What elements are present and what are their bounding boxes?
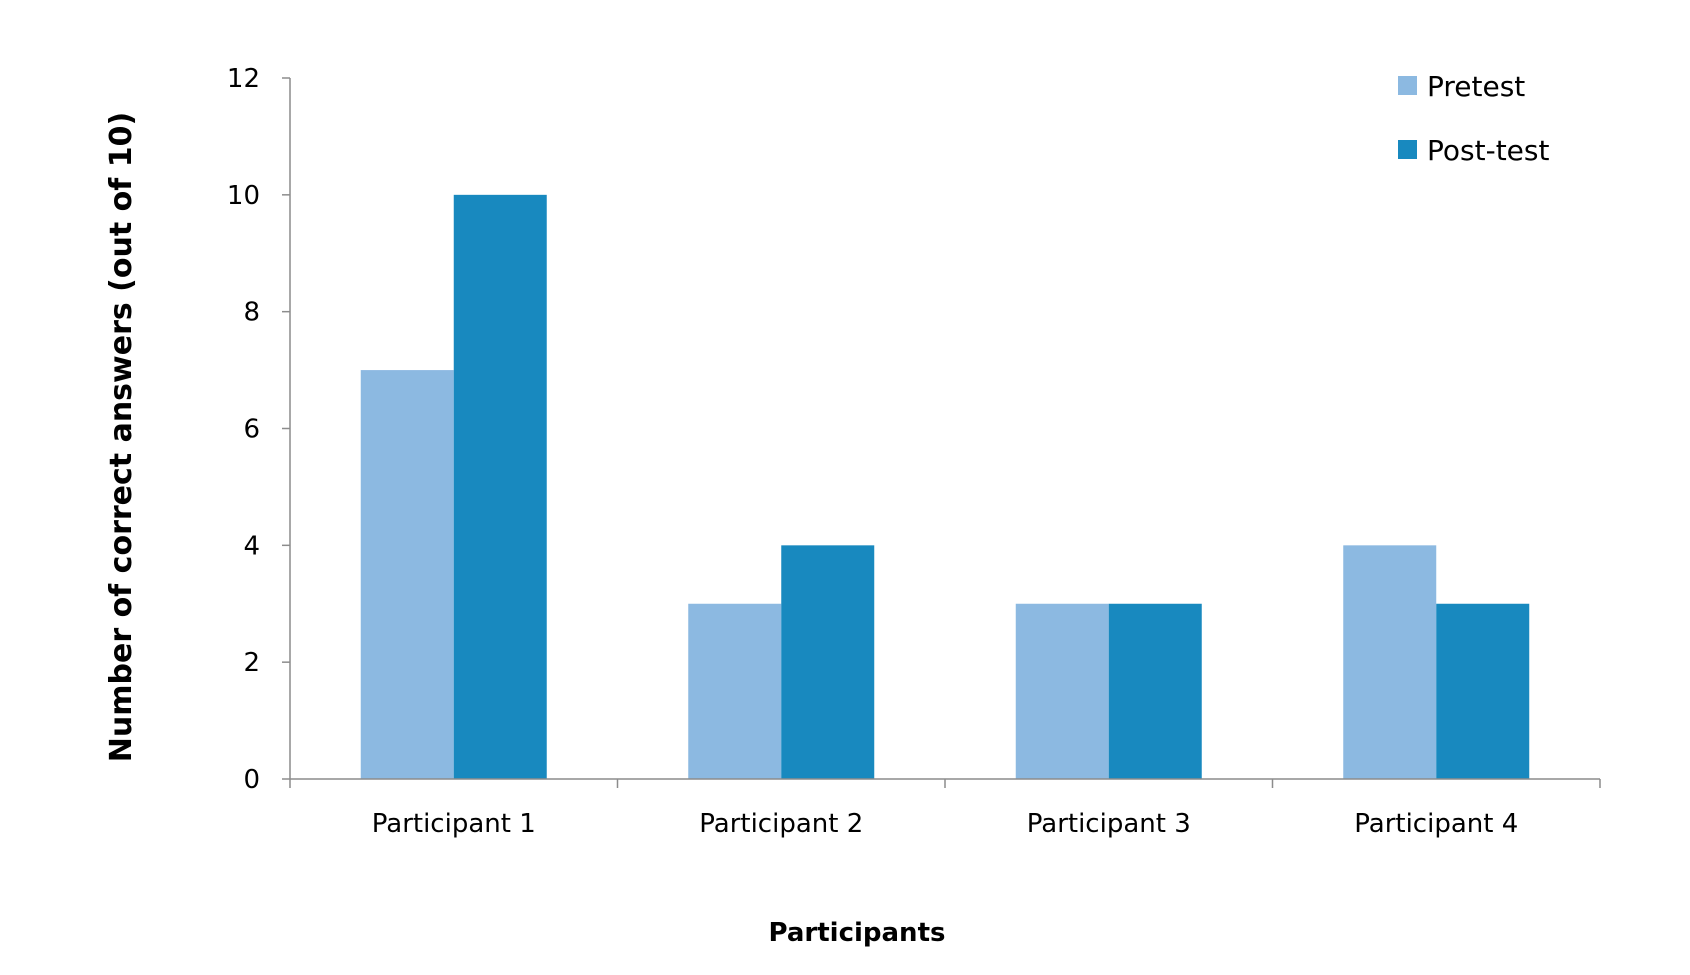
bar-post-test-1: [453, 194, 547, 780]
legend-label-post-test: Post-test: [1427, 134, 1549, 167]
y-tick-label: 4: [243, 531, 260, 561]
y-tick-label: 0: [243, 765, 260, 795]
x-ticks: Participant 1 Participant 2 Participant 3 P…: [289, 779, 1601, 839]
legend-swatch-pretest: [1398, 76, 1417, 95]
bar-pretest-4: [1343, 545, 1437, 779]
bar-pretest-3: [1015, 603, 1109, 779]
bar-pretest-2: [688, 603, 782, 779]
bar-pretest-1: [360, 370, 454, 779]
y-axis-title: Number of correct answers (out of 10): [104, 112, 139, 762]
legend: Pretest Post-test: [1398, 70, 1549, 167]
legend-label-pretest: Pretest: [1427, 70, 1525, 103]
bar-post-test-3: [1108, 603, 1202, 779]
y-ticks: 0 2 4 6 8 10 12: [227, 64, 290, 795]
x-tick-label: Participant 2: [699, 809, 863, 839]
y-tick-label: 8: [243, 298, 260, 328]
bar-post-test-2: [781, 545, 875, 779]
y-tick-label: 2: [243, 648, 260, 678]
x-tick-label: Participant 3: [1027, 809, 1191, 839]
legend-swatch-post-test: [1398, 140, 1417, 159]
bar-post-test-4: [1436, 603, 1530, 779]
y-tick-label: 6: [243, 415, 260, 445]
x-axis-title: Participants: [769, 918, 946, 948]
x-tick-label: Participant 1: [372, 809, 536, 839]
bars-layer: [360, 194, 1530, 780]
y-tick-label: 12: [227, 64, 260, 94]
y-tick-label: 10: [227, 181, 260, 211]
x-tick-label: Participant 4: [1354, 809, 1518, 839]
